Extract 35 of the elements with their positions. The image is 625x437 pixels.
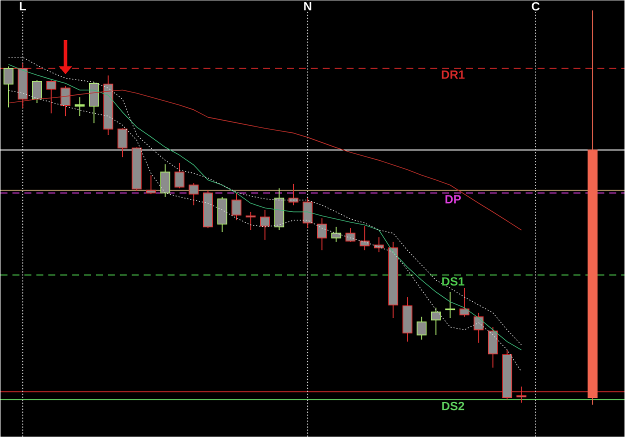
candlestick (188, 182, 199, 206)
candlestick (360, 226, 370, 251)
candlestick (416, 316, 427, 340)
candlestick (459, 288, 470, 318)
candlestick (331, 226, 342, 242)
candlestick (118, 128, 128, 158)
candlestick (32, 80, 42, 104)
candlestick (288, 183, 298, 206)
candlestick (302, 198, 313, 228)
candlestick (146, 174, 156, 195)
candlestick (445, 291, 456, 318)
x-tick-label: L (20, 2, 26, 10)
candlestick (174, 162, 184, 189)
candlestick (89, 82, 99, 124)
candlestick (160, 164, 170, 198)
candlestick (4, 66, 14, 108)
ref-line-label: DS1 (442, 277, 464, 286)
candlestick (231, 192, 242, 221)
candlestick (46, 80, 56, 114)
x-tick-label: C (532, 2, 540, 10)
candlestick (516, 386, 526, 404)
ref-line-label: DP (446, 195, 461, 204)
candlestick (474, 312, 484, 344)
candlestick (430, 307, 441, 336)
x-tick-label: N (304, 2, 312, 10)
ref-line-label: DR1 (442, 70, 465, 79)
candlestick (316, 218, 327, 251)
candlestick (260, 209, 270, 240)
candlestick (246, 211, 256, 230)
candlestick (345, 228, 356, 242)
candlestick (74, 96, 85, 116)
candlestick (488, 326, 498, 368)
ref-line-label: DS2 (442, 402, 464, 410)
candlestick (374, 236, 384, 253)
candlestick (60, 86, 70, 116)
